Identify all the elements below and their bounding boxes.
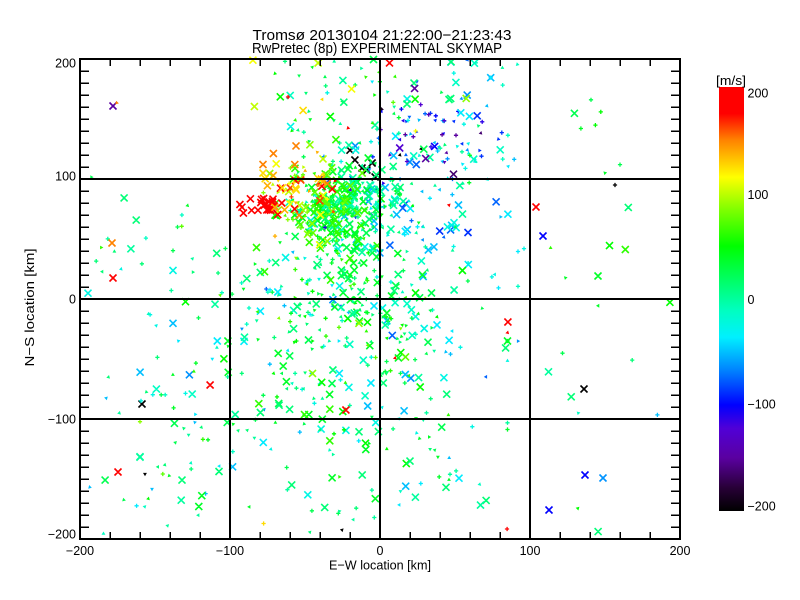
svg-text:200: 200 <box>748 86 769 100</box>
svg-text:100: 100 <box>748 188 769 202</box>
svg-text:100: 100 <box>55 170 76 184</box>
svg-text:0: 0 <box>377 544 384 558</box>
svg-text:[m/s]: [m/s] <box>716 73 746 88</box>
svg-text:−100: −100 <box>48 413 76 427</box>
svg-text:−100: −100 <box>216 544 244 558</box>
svg-text:−200: −200 <box>66 544 94 558</box>
svg-text:E−W location [km]: E−W location [km] <box>329 558 431 573</box>
svg-text:Tromsø 20130104 21:22:00−21:23: Tromsø 20130104 21:22:00−21:23:43 <box>253 27 512 44</box>
svg-text:−200: −200 <box>748 500 776 514</box>
svg-text:−100: −100 <box>748 398 776 412</box>
svg-text:−200: −200 <box>48 528 76 542</box>
svg-text:0: 0 <box>748 293 755 307</box>
svg-text:N−S location [km]: N−S location [km] <box>22 249 37 367</box>
svg-text:200: 200 <box>55 57 76 71</box>
svg-text:RwPretec (8p) EXPERIMENTAL SKY: RwPretec (8p) EXPERIMENTAL SKYMAP <box>252 40 502 57</box>
svg-text:100: 100 <box>520 544 541 558</box>
svg-text:0: 0 <box>69 293 76 307</box>
svg-text:200: 200 <box>670 544 691 558</box>
